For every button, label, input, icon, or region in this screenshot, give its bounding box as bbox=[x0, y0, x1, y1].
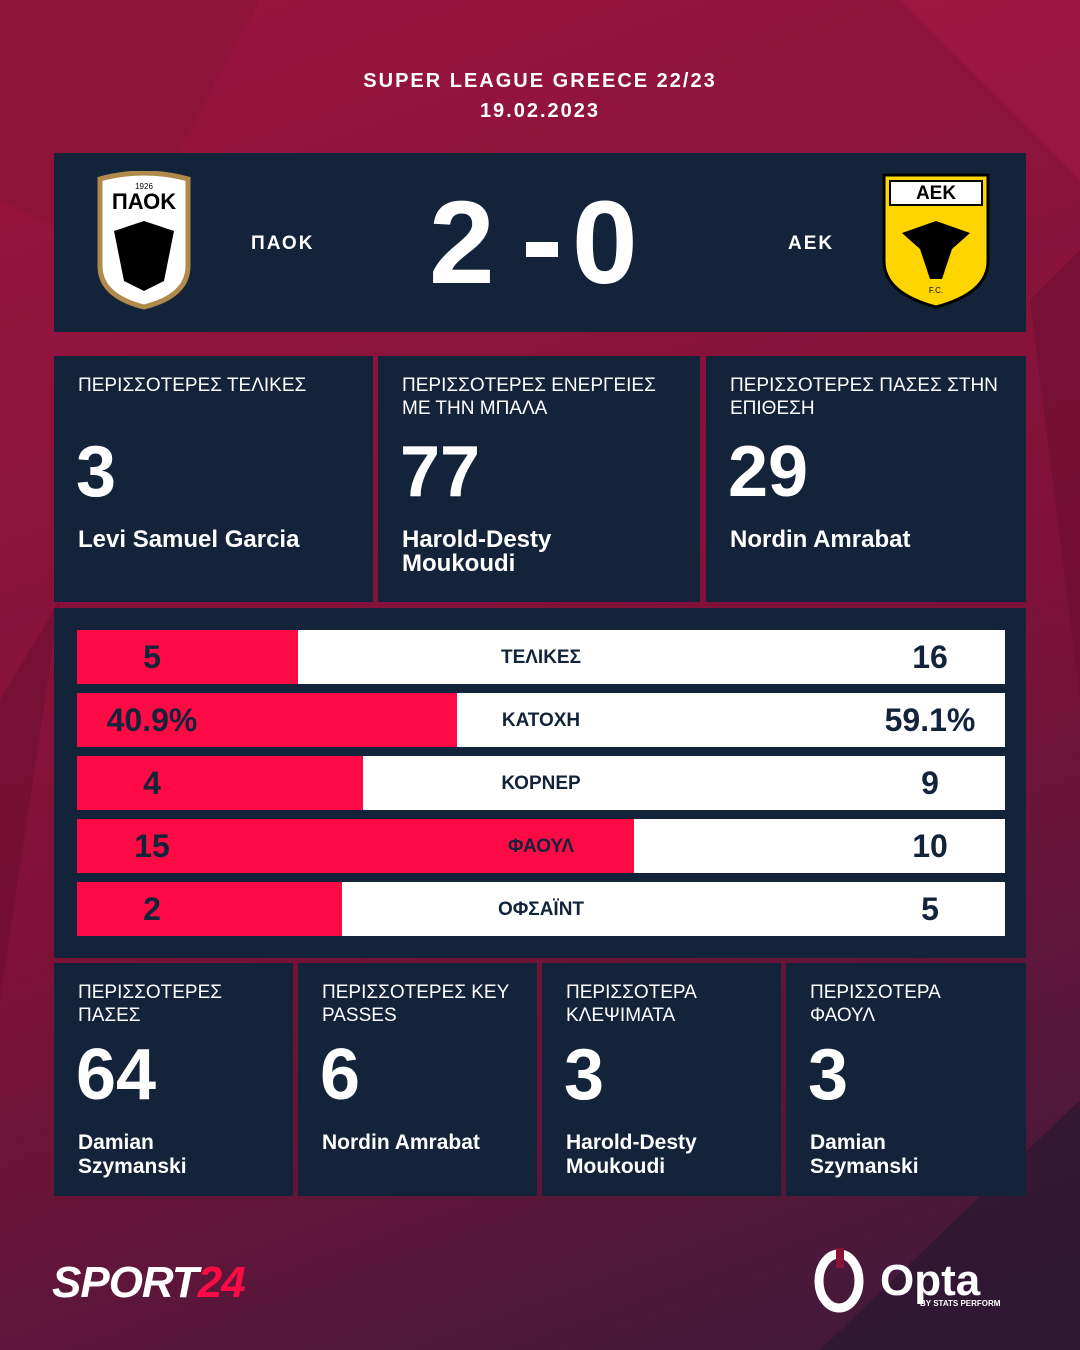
opta-mark bbox=[814, 1248, 864, 1313]
home-logo-year: 1926 bbox=[135, 182, 153, 191]
stat-label: ΠΕΡΙΣΣΟΤΕΡΕΣ ΠΑΣΕΣ ΣΤΗΝ ΕΠΙΘΕΣΗ bbox=[730, 375, 998, 419]
home-team: ΠΑΟΚ bbox=[251, 233, 315, 254]
stat-name: ΟΦΣΑΪΝΤ bbox=[497, 899, 585, 920]
stat-value: 29 bbox=[728, 432, 809, 512]
away-value: 5 bbox=[921, 891, 939, 927]
away-value: 59.1% bbox=[884, 702, 976, 738]
opta-name: Opta bbox=[880, 1256, 981, 1305]
away-logo-name: ΑΕΚ bbox=[916, 183, 956, 204]
sport24-logo: SPORT24 bbox=[52, 1258, 246, 1308]
comparison-row: 5 ΤΕΛΙΚΕΣ 16 bbox=[77, 630, 1005, 684]
opta-sub: BY STATS PERFORM bbox=[920, 1299, 1001, 1308]
date: 19.02.2023 bbox=[479, 100, 601, 122]
stat-card: ΠΕΡΙΣΣΟΤΕΡΑ ΦΑΟΥΛ 3 Damian Szymanski bbox=[786, 963, 1026, 1196]
stat-label: ΠΕΡΙΣΣΟΤΕΡΑ ΦΑΟΥΛ bbox=[810, 982, 940, 1026]
comparison-row: 15 ΦΑΟΥΛ 10 bbox=[77, 819, 1005, 873]
stat-card: ΠΕΡΙΣΣΟΤΕΡΑ ΚΛΕΨΙΜΑΤΑ 3 Harold-Desty Mouko… bbox=[542, 963, 781, 1196]
stat-player: Harold-Desty Moukoudi bbox=[402, 526, 552, 577]
away-score: 0 bbox=[572, 177, 638, 309]
stat-value: 64 bbox=[76, 1035, 157, 1115]
home-value: 2 bbox=[143, 891, 161, 927]
away-value: 10 bbox=[912, 828, 948, 864]
home-logo: 1926 ΠΑΟΚ bbox=[97, 171, 191, 310]
home-value: 4 bbox=[143, 765, 161, 801]
home-bar bbox=[77, 882, 343, 936]
home-bar bbox=[77, 756, 363, 810]
stat-label: ΠΕΡΙΣΣΟΤΕΡΕΣ ΕΝΕΡΓΕΙΕΣ ΜΕ ΤΗΝ ΜΠΑΛΑ bbox=[402, 375, 656, 419]
brand-a: SPORT bbox=[52, 1258, 199, 1307]
stat-player: Damian Szymanski bbox=[810, 1131, 919, 1178]
home-bar bbox=[77, 819, 634, 873]
comparison-row: 2 ΟΦΣΑΪΝΤ 5 bbox=[77, 882, 1005, 936]
home-logo-name: ΠΑΟΚ bbox=[112, 189, 176, 214]
stat-player: Nordin Amrabat bbox=[730, 526, 911, 553]
stat-player: Levi Samuel Garcia bbox=[78, 526, 300, 553]
stat-value: 6 bbox=[320, 1035, 361, 1115]
home-bar bbox=[77, 630, 298, 684]
stat-card: ΠΕΡΙΣΣΟΤΕΡΕΣ ΠΑΣΕΣ ΣΤΗΝ ΕΠΙΘΕΣΗ 29 Nordin … bbox=[706, 356, 1026, 602]
score-dash bbox=[526, 242, 558, 257]
comparison-row: 4 ΚΟΡΝΕΡ 9 bbox=[77, 756, 1005, 810]
stat-card: ΠΕΡΙΣΣΟΤΕΡΕΣ ΕΝΕΡΓΕΙΕΣ ΜΕ ΤΗΝ ΜΠΑΛΑ 77 Har… bbox=[378, 356, 700, 602]
stat-label: ΠΕΡΙΣΣΟΤΕΡΑ ΚΛΕΨΙΜΑΤΑ bbox=[566, 982, 696, 1026]
stat-player: Nordin Amrabat bbox=[322, 1131, 480, 1154]
stat-label: ΠΕΡΙΣΣΟΤΕΡΕΣ ΠΑΣΕΣ bbox=[78, 982, 222, 1026]
stat-card: ΠΕΡΙΣΣΟΤΕΡΕΣ KEY PASSES 6 Nordin Amrabat bbox=[298, 963, 537, 1196]
home-score: 2 bbox=[429, 177, 495, 309]
score-panel: 1926 ΠΑΟΚ ΠΑΟΚ 2 0 ΑΕΚ ΑΕΚ F.C. bbox=[54, 153, 1026, 332]
stat-value: 3 bbox=[564, 1035, 605, 1115]
home-value: 5 bbox=[143, 639, 161, 675]
stat-label: ΠΕΡΙΣΣΟΤΕΡΕΣ ΤΕΛΙΚΕΣ bbox=[78, 375, 307, 396]
stat-label: ΠΕΡΙΣΣΟΤΕΡΕΣ KEY PASSES bbox=[322, 982, 509, 1026]
stat-player: Damian Szymanski bbox=[78, 1131, 187, 1178]
stat-card: ΠΕΡΙΣΣΟΤΕΡΕΣ ΠΑΣΕΣ 64 Damian Szymanski bbox=[54, 963, 293, 1196]
away-logo-sub: F.C. bbox=[929, 286, 943, 295]
stat-player: Harold-Desty Moukoudi bbox=[566, 1131, 697, 1178]
home-bar bbox=[77, 693, 457, 747]
stat-name: ΦΑΟΥΛ bbox=[507, 836, 575, 857]
away-value: 9 bbox=[921, 765, 939, 801]
stat-name: ΤΕΛΙΚΕΣ bbox=[500, 647, 582, 668]
stat-value: 3 bbox=[808, 1035, 849, 1115]
stat-value: 3 bbox=[76, 432, 117, 512]
away-logo: ΑΕΚ F.C. bbox=[882, 173, 990, 309]
home-value: 40.9% bbox=[106, 702, 198, 738]
stat-name: ΚΟΡΝΕΡ bbox=[501, 773, 581, 794]
stat-card: ΠΕΡΙΣΣΟΤΕΡΕΣ ΤΕΛΙΚΕΣ 3 Levi Samuel Garcia bbox=[54, 356, 373, 602]
comparison-row: 40.9% ΚΑΤΟΧΗ 59.1% bbox=[77, 693, 1005, 747]
stat-value: 77 bbox=[400, 432, 481, 512]
home-value: 15 bbox=[134, 828, 170, 864]
away-value: 16 bbox=[912, 639, 948, 675]
brand-b: 24 bbox=[197, 1258, 246, 1307]
stat-name: ΚΑΤΟΧΗ bbox=[501, 710, 581, 731]
away-team: ΑΕΚ bbox=[788, 233, 835, 254]
league: SUPER LEAGUE GREECE 22/23 bbox=[363, 70, 717, 92]
